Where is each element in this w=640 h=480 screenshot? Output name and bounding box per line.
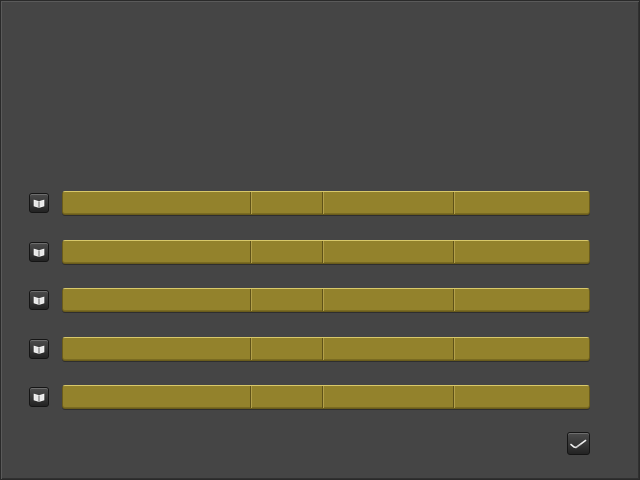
slot-cell xyxy=(63,240,251,263)
slot-cell xyxy=(251,240,323,263)
slot-cell xyxy=(454,386,589,408)
slot-cell xyxy=(323,386,454,408)
open-book-icon xyxy=(33,248,45,257)
slot-3-load-button[interactable] xyxy=(29,290,49,310)
open-book-icon xyxy=(33,296,45,305)
open-book-icon xyxy=(33,345,45,354)
slot-2-load-button[interactable] xyxy=(29,241,49,262)
slot-row xyxy=(29,239,591,265)
slot-cell xyxy=(63,386,251,408)
slot-cell xyxy=(323,289,454,311)
slot-cell xyxy=(454,338,589,360)
slot-row xyxy=(29,287,591,313)
slot-2-bar[interactable] xyxy=(62,239,590,264)
slot-cell xyxy=(323,240,454,263)
slot-4-bar[interactable] xyxy=(62,336,590,361)
slot-cell xyxy=(63,337,251,360)
confirm-button[interactable] xyxy=(567,432,590,455)
slot-cell xyxy=(251,192,323,214)
open-book-icon xyxy=(33,199,45,208)
slot-5-load-button[interactable] xyxy=(29,387,49,407)
slot-5-bar[interactable] xyxy=(62,385,590,409)
checkmark-icon xyxy=(570,439,587,449)
slot-1-bar[interactable] xyxy=(62,191,590,215)
slot-row xyxy=(29,384,591,410)
slot-cell xyxy=(454,289,589,311)
slot-cell xyxy=(454,241,589,263)
slot-cell xyxy=(323,337,454,360)
slot-cell xyxy=(251,337,323,360)
slot-3-bar[interactable] xyxy=(62,288,590,312)
slot-1-load-button[interactable] xyxy=(29,193,49,213)
slot-row xyxy=(29,336,591,362)
slot-4-load-button[interactable] xyxy=(29,338,49,359)
slot-cell xyxy=(251,386,323,408)
slot-cell xyxy=(63,192,251,214)
slot-cell xyxy=(323,192,454,214)
slot-row xyxy=(29,190,591,216)
slot-cell xyxy=(454,192,589,214)
open-book-icon xyxy=(33,393,45,402)
slot-cell xyxy=(251,289,323,311)
slot-list xyxy=(29,190,591,433)
slot-cell xyxy=(63,289,251,311)
